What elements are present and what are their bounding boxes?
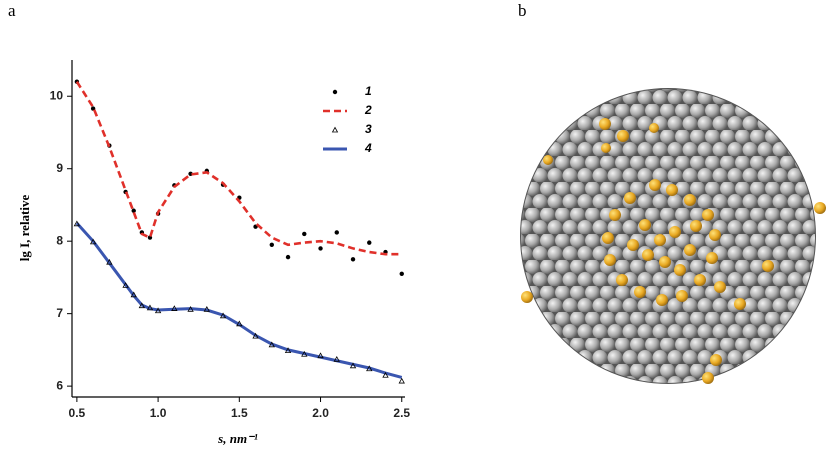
data-point: [138, 302, 146, 309]
data-point: [89, 238, 97, 245]
y-tick-label: 6: [56, 378, 63, 392]
data-point: [367, 240, 372, 245]
x-tick-label: 1.0: [150, 406, 167, 420]
series-line: [75, 81, 402, 256]
data-point: [284, 347, 292, 354]
data-point: [269, 242, 274, 248]
x-axis-label: s, nm⁻¹: [217, 431, 258, 446]
data-point: [122, 282, 129, 288]
data-point: [90, 106, 96, 111]
x-tick-label: 0.5: [69, 406, 86, 420]
panel-label: b: [518, 1, 527, 20]
data-point: [285, 254, 291, 260]
data-point: [219, 312, 227, 319]
data-point: [203, 305, 211, 312]
bead-model: [520, 88, 826, 384]
data-point: [349, 362, 357, 369]
data-point: [317, 352, 324, 359]
data-point: [252, 332, 259, 339]
data-point: [333, 355, 340, 362]
data-point: [334, 230, 339, 235]
data-point: [366, 365, 373, 372]
panel-label: a: [8, 1, 16, 20]
data-point: [106, 258, 113, 265]
legend-label: 4: [364, 141, 372, 155]
data-point: [73, 220, 81, 227]
data-point: [398, 377, 405, 384]
x-tick-label: 2.0: [312, 406, 329, 420]
data-point: [146, 304, 154, 311]
y-tick-label: 9: [56, 161, 63, 175]
x-tick-label: 2.5: [393, 406, 410, 420]
legend-symbol: [331, 126, 339, 133]
data-point: [350, 257, 356, 262]
data-point: [154, 307, 162, 314]
y-tick-label: 10: [50, 88, 64, 102]
legend-label: 3: [365, 122, 372, 136]
x-tick-label: 1.5: [231, 406, 248, 420]
y-tick-label: 7: [56, 306, 63, 320]
data-point: [171, 305, 178, 311]
data-point: [301, 350, 308, 357]
series-line: [75, 222, 403, 379]
data-point: [302, 231, 307, 237]
data-point: [131, 208, 136, 213]
legend-symbol: [332, 89, 338, 95]
data-point: [318, 246, 323, 251]
data-point: [268, 341, 275, 348]
data-point: [399, 271, 404, 276]
plot-area: lg I, relative s, nm⁻¹: [17, 60, 405, 446]
y-tick-label: 8: [56, 233, 63, 247]
y-axis-label: lg I, relative: [17, 195, 32, 262]
data-point: [187, 305, 194, 312]
legend-label: 2: [364, 103, 372, 117]
data-point: [236, 320, 243, 327]
data-point: [130, 291, 137, 298]
data-point: [382, 371, 389, 378]
legend-label: 1: [365, 84, 372, 98]
